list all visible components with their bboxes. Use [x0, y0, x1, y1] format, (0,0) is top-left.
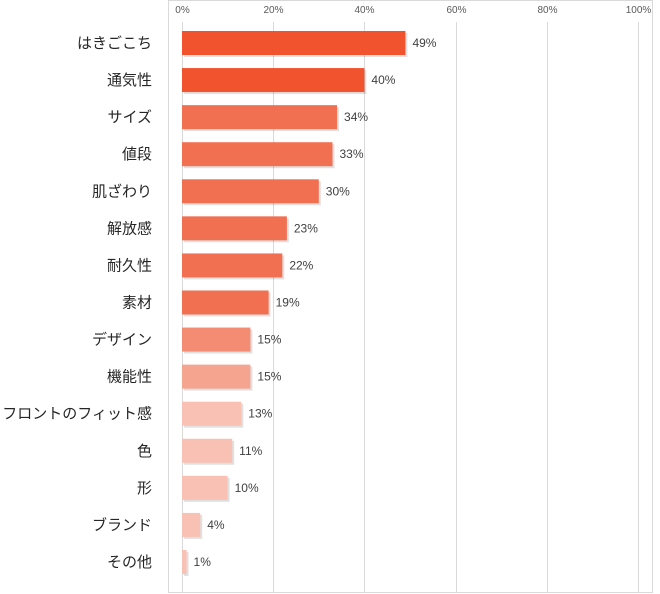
data-label: 15%: [257, 370, 281, 384]
category-label: 値段: [122, 145, 152, 163]
data-label: 15%: [257, 333, 281, 347]
bar: [182, 549, 187, 574]
bar: [182, 68, 365, 93]
category-label: 素材: [122, 293, 152, 311]
data-label: 22%: [289, 258, 313, 272]
x-tick-label: 100%: [626, 5, 652, 16]
data-label: 23%: [294, 221, 318, 235]
bar: [182, 401, 242, 426]
bar: [182, 364, 251, 389]
category-label: 通気性: [107, 71, 152, 89]
category-label: ブランド: [92, 516, 152, 534]
data-label: 19%: [276, 295, 300, 309]
bar: [182, 290, 269, 315]
bar: [182, 475, 228, 500]
category-label: 解放感: [107, 219, 152, 237]
data-label: 13%: [248, 407, 272, 421]
category-label: 形: [137, 479, 152, 497]
data-label: 4%: [207, 518, 225, 532]
data-label: 1%: [194, 555, 212, 569]
category-label: 色: [137, 442, 152, 460]
x-tick-label: 20%: [263, 5, 283, 16]
category-label: サイズ: [107, 108, 152, 126]
x-tick-label: 40%: [354, 5, 374, 16]
data-label: 10%: [235, 481, 259, 495]
data-label: 34%: [344, 110, 368, 124]
bar: [182, 31, 406, 55]
x-tick-label: 80%: [537, 5, 557, 16]
x-tick-label: 0%: [175, 5, 190, 16]
bar: [182, 142, 333, 167]
category-label: 耐久性: [107, 256, 152, 274]
data-label: 49%: [412, 36, 436, 50]
bar: [182, 179, 319, 204]
x-tick-label: 60%: [446, 5, 466, 16]
plot-frame: [168, 0, 653, 593]
data-label: 40%: [371, 73, 395, 87]
category-label: 肌ざわり: [92, 182, 152, 200]
bar: [182, 512, 201, 537]
bar: [182, 216, 287, 241]
data-label: 33%: [339, 147, 363, 161]
category-label: フロントのフィット感: [2, 405, 152, 423]
bar: [182, 438, 233, 463]
category-label: その他: [107, 553, 152, 571]
category-label: 機能性: [107, 368, 152, 386]
bar: [182, 327, 251, 352]
category-label: デザイン: [92, 331, 152, 349]
data-label: 11%: [239, 444, 262, 458]
data-label: 30%: [326, 184, 350, 198]
bar: [182, 253, 283, 278]
bar: [182, 105, 338, 130]
category-label: はきごこち: [77, 34, 152, 52]
